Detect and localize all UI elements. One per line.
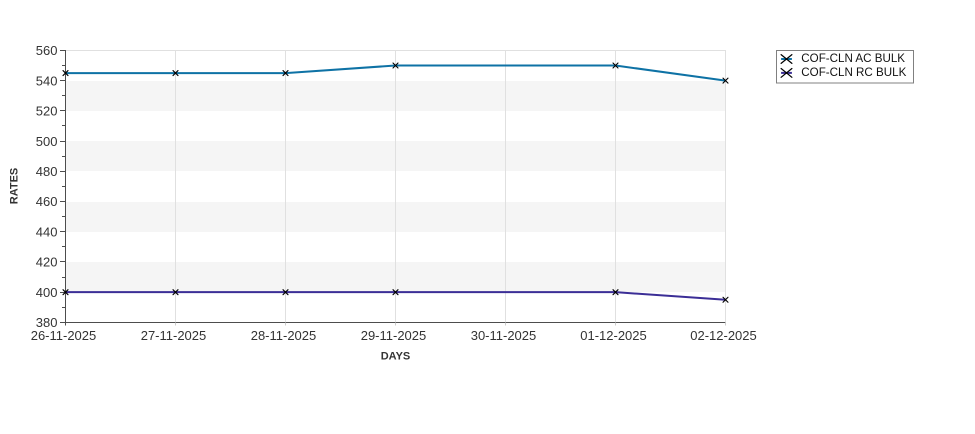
svg-text:520: 520 (36, 104, 58, 119)
svg-text:440: 440 (36, 224, 58, 239)
svg-text:380: 380 (36, 315, 58, 330)
svg-text:480: 480 (36, 164, 58, 179)
svg-text:460: 460 (36, 194, 58, 209)
svg-text:420: 420 (36, 255, 58, 270)
svg-text:01-12-2025: 01-12-2025 (580, 328, 647, 343)
svg-text:26-11-2025: 26-11-2025 (31, 328, 97, 343)
svg-text:27-11-2025: 27-11-2025 (141, 328, 207, 343)
svg-text:DAYS: DAYS (381, 351, 411, 363)
svg-text:RATES: RATES (8, 168, 20, 204)
svg-text:29-11-2025: 29-11-2025 (361, 328, 427, 343)
svg-text:540: 540 (36, 73, 58, 88)
svg-text:560: 560 (36, 43, 58, 58)
svg-text:30-11-2025: 30-11-2025 (471, 328, 537, 343)
svg-text:400: 400 (36, 285, 58, 300)
svg-text:COF-CLN RC BULK: COF-CLN RC BULK (801, 66, 906, 79)
svg-text:28-11-2025: 28-11-2025 (251, 328, 317, 343)
svg-text:COF-CLN AC BULK: COF-CLN AC BULK (801, 52, 905, 65)
svg-text:500: 500 (36, 134, 58, 149)
svg-text:02-12-2025: 02-12-2025 (690, 328, 757, 343)
